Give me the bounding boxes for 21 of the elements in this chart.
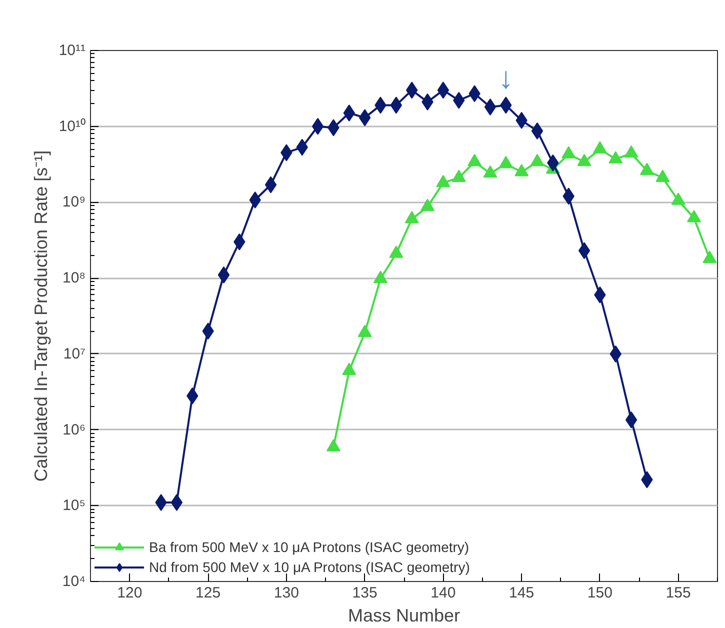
x-tick-label: 125: [196, 584, 221, 602]
y-tick-label: 10¹⁰: [58, 118, 86, 135]
y-tick-label: 10⁹: [62, 194, 86, 211]
y-tick-label: 10⁷: [63, 345, 86, 362]
y-tick-label: 10⁵: [62, 497, 86, 514]
x-tick-label: 155: [666, 584, 691, 602]
x-axis-title: Mass Number: [348, 606, 460, 626]
y-tick-label: 10⁴: [62, 573, 86, 590]
y-tick-label: 10⁸: [62, 270, 86, 287]
x-tick-label: 120: [117, 584, 142, 602]
x-tick-label: 135: [352, 584, 378, 602]
annotation: ↓: [498, 62, 514, 96]
y-tick-label: 10⁶: [62, 421, 86, 438]
x-tick-label: 145: [509, 584, 534, 602]
y-axis-title: Calculated In-Target Production Rate [s⁻¹]: [30, 150, 51, 482]
x-tick-label: 140: [430, 584, 456, 602]
legend-label: Ba from 500 MeV x 10 μA Protons (ISAC geometry): [149, 539, 470, 555]
y-tick-label: 10¹¹: [58, 42, 86, 59]
x-tick-label: 150: [587, 584, 612, 602]
x-tick-label: 130: [274, 584, 299, 602]
legend-label: Nd from 500 MeV x 10 μA Protons (ISAC geometry): [149, 559, 470, 575]
